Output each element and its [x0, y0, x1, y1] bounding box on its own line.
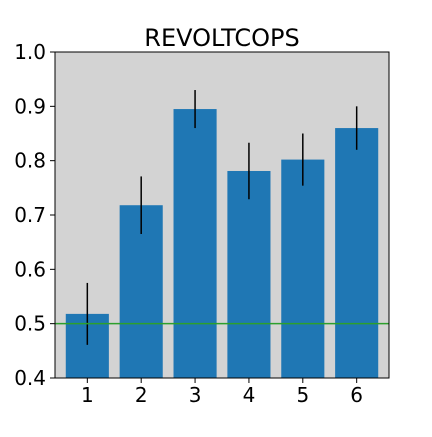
- error-bars-layer: [86, 90, 358, 345]
- x-tick-label-4: 4: [243, 383, 256, 407]
- x-axis: 1 2 3 4 5 6: [81, 378, 363, 407]
- y-tick-label-0.6: 0.6: [14, 257, 46, 281]
- x-tick-label-2: 2: [135, 383, 148, 407]
- y-tick-label-0.4: 0.4: [14, 366, 46, 390]
- bars-layer: [65, 109, 379, 379]
- x-tick-label-3: 3: [189, 383, 202, 407]
- y-tick-label-1.0: 1.0: [14, 40, 46, 64]
- chart-title: REVOLTCOPS: [144, 24, 299, 52]
- y-tick-label-0.7: 0.7: [14, 203, 46, 227]
- x-tick-label-6: 6: [350, 383, 363, 407]
- bar-6: [335, 128, 379, 378]
- y-tick-label-0.8: 0.8: [14, 149, 46, 173]
- y-axis: 0.4 0.5 0.6 0.7 0.8 0.9 1.0: [14, 40, 55, 390]
- bar-3: [173, 109, 217, 379]
- y-tick-label-0.9: 0.9: [14, 94, 46, 118]
- bar-4: [227, 170, 271, 378]
- bar-5: [281, 159, 325, 378]
- x-tick-label-1: 1: [81, 383, 94, 407]
- x-tick-label-5: 5: [296, 383, 309, 407]
- y-tick-label-0.5: 0.5: [14, 312, 46, 336]
